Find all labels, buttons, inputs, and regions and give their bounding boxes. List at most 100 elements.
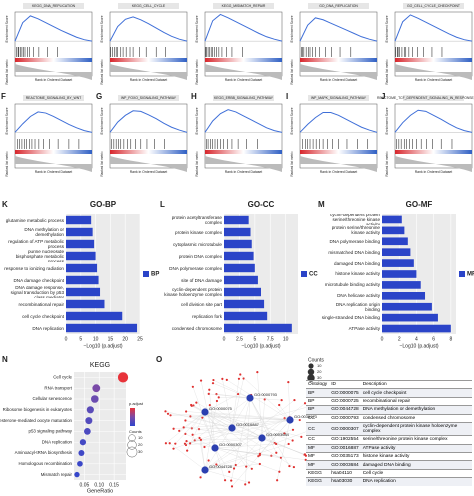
gene-node (207, 392, 210, 395)
table-cell: hsa03030 (329, 477, 361, 486)
size-legend-label: 10 (138, 435, 143, 440)
edge (204, 393, 239, 413)
gene-node (291, 439, 294, 442)
gene-node (189, 415, 192, 418)
metric-area (395, 64, 472, 80)
x-tick-label: 10 (93, 336, 99, 342)
table-cell: cell cycle checkpoint (360, 388, 472, 398)
edge (214, 447, 281, 458)
edge (173, 419, 291, 429)
bar (224, 227, 251, 237)
y-tick-label-box: regulation of ATP metabolic process (8, 239, 64, 249)
panel-title: GO-CC (248, 200, 275, 209)
edge (192, 419, 291, 435)
metric-label: Ranked list metric (5, 59, 9, 85)
y-tick-label: DNA replication origin binding (335, 301, 380, 312)
x-label: Rank in Ordered Dataset (320, 78, 358, 82)
y-tick-label: damaged DNA binding (334, 260, 380, 266)
y-tick-label-box: replication fork (192, 313, 222, 319)
node-label: GO:0003684 (266, 432, 290, 437)
plot-frame (74, 372, 126, 480)
metric-area (205, 64, 282, 80)
plot-frame (299, 103, 378, 169)
gene-node (178, 429, 181, 432)
gene-node (195, 401, 198, 404)
table-cell: BP (306, 388, 330, 398)
color-legend-title: p.adjust (129, 401, 144, 406)
gene-node (278, 470, 281, 473)
title-box (118, 3, 179, 9)
gene-node (300, 435, 303, 438)
x-label: Rank in Ordered Dataset (130, 78, 168, 82)
x-label: Rank in Ordered Dataset (320, 170, 358, 174)
edge (249, 397, 282, 401)
size-legend-label: 30 (317, 375, 322, 380)
x-tick-label: 20 (122, 336, 128, 342)
metric-label: Ranked list metric (290, 59, 294, 85)
y-tick-label-box: cyclin-dependent protein serine/threonin… (329, 214, 380, 225)
edge (204, 427, 233, 448)
table-cell: BP (306, 396, 330, 406)
dot (90, 395, 99, 403)
table-cell: GO:0035173 (329, 451, 361, 461)
y-tick-label: cell division site part (180, 301, 222, 307)
x-label: −Log10 (p.adjust) (241, 343, 280, 349)
bar (224, 299, 265, 309)
edge (190, 416, 233, 429)
bar (66, 299, 105, 309)
size-legend-label: 20 (138, 442, 143, 447)
y-tick-label: Homologous recombination (19, 461, 73, 466)
y-tick-label-box: DNA methylation or demethylation (24, 227, 64, 237)
gene-node (190, 403, 193, 407)
y-tick-label: Cell cycle (53, 375, 72, 380)
table-row: CC GO:0000307 cyclin-dependent protein kin… (306, 421, 472, 436)
panel-letter: J (381, 92, 385, 101)
rank-gradient (15, 150, 92, 154)
y-tick-label: replication fork (192, 313, 222, 319)
edge (204, 411, 300, 421)
x-tick-label: 0.10 (94, 482, 104, 488)
column-header: Ontology (306, 379, 330, 389)
node-label: GO:0000793 (254, 392, 278, 397)
bar (66, 215, 92, 225)
size-legend-dot (128, 434, 136, 442)
es-curve (394, 109, 473, 133)
gene-node (228, 470, 231, 473)
bar (224, 263, 255, 273)
title-box (23, 3, 84, 9)
es-curve (204, 13, 283, 42)
gene-node (172, 427, 175, 430)
edge (198, 427, 233, 430)
gene-node (164, 442, 167, 445)
gene-node (191, 385, 194, 388)
y-tick-label: Cellular senescence (32, 396, 72, 401)
rank-gradient (395, 150, 472, 154)
y-tick-label: Ribosome biogenesis in eukaryotes (3, 407, 73, 412)
x-tick-label: 25 (137, 336, 143, 342)
size-legend-dot (307, 374, 315, 382)
gene-node (291, 428, 295, 431)
edge (204, 411, 260, 456)
column-header: ID (329, 379, 361, 389)
table-cell: MF (306, 460, 330, 470)
gene-node (191, 433, 194, 436)
table-cell: DNA replication (360, 477, 472, 486)
panel-title: KEGG_MISMATCH_REPAIR (222, 4, 266, 8)
y-tick-label: ATPase activity (348, 326, 380, 332)
metric-label: Ranked list metric (385, 59, 389, 85)
gene-node (207, 459, 210, 462)
edge (214, 447, 230, 472)
gene-node (174, 442, 177, 445)
x-label: GeneRatio (87, 488, 113, 494)
es-curve (299, 17, 378, 42)
title-box (403, 95, 464, 101)
gene-node (215, 399, 219, 403)
gene-node (189, 442, 192, 445)
panel-title: KEGG_DNA_REPLICATION (32, 4, 76, 8)
edge (245, 397, 251, 485)
table-row: MF GO:0016887 ATPase activity (306, 443, 472, 453)
bar (224, 239, 252, 249)
y-tick-label: cyclin-dependent protein serine/threonin… (329, 214, 380, 225)
y-tick-label-box: purine nucleoside bisphosphate metabolic… (16, 250, 64, 262)
